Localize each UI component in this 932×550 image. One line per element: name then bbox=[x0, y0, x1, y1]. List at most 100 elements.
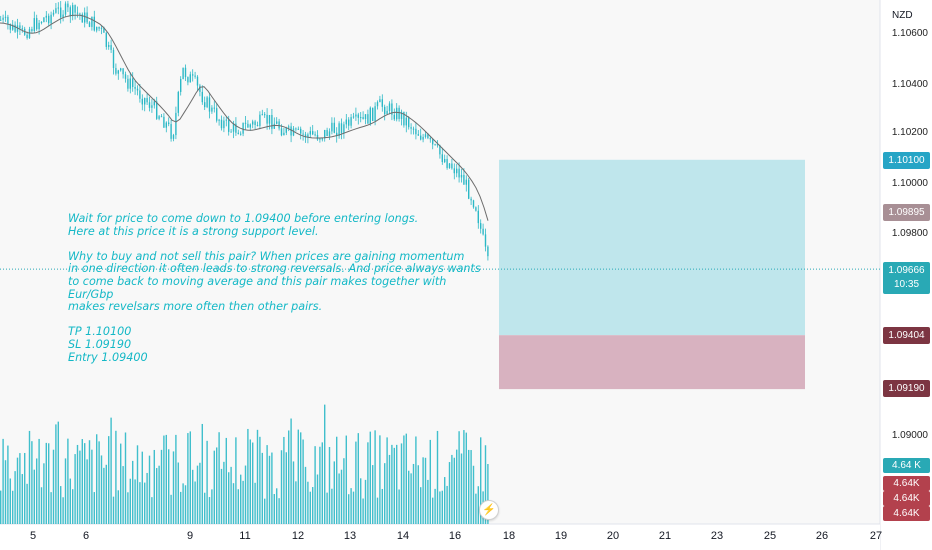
volume-bar bbox=[199, 462, 201, 524]
price-tick-label: 1.10000 bbox=[891, 178, 928, 189]
candle bbox=[76, 12, 79, 14]
volume-bar bbox=[110, 417, 112, 524]
volume-bar bbox=[439, 491, 441, 524]
volume-bar bbox=[424, 457, 427, 524]
volume-bar bbox=[415, 436, 417, 524]
volume-bar bbox=[446, 485, 448, 524]
candle bbox=[333, 122, 335, 133]
annotation-line: Wait for price to come down to 1.09400 b… bbox=[68, 212, 419, 225]
candle bbox=[295, 128, 297, 130]
price-tick-label: 1.10200 bbox=[891, 127, 928, 138]
candle bbox=[300, 128, 302, 134]
volume-bar bbox=[261, 452, 263, 524]
volume-bar bbox=[84, 443, 86, 524]
candle bbox=[141, 98, 143, 105]
candle bbox=[33, 18, 35, 31]
candle bbox=[204, 102, 206, 108]
price-badge-value: 1.09666 bbox=[888, 265, 925, 276]
candle bbox=[93, 16, 95, 31]
volume-bar bbox=[144, 482, 146, 524]
candle bbox=[348, 119, 350, 126]
volume-bar bbox=[326, 492, 328, 524]
candle bbox=[74, 5, 76, 13]
volume-bar bbox=[204, 492, 206, 524]
candle bbox=[487, 246, 489, 257]
candle bbox=[439, 145, 441, 155]
price-tick-label: 1.09800 bbox=[891, 228, 928, 239]
candle bbox=[422, 136, 424, 140]
volume-bar bbox=[254, 482, 256, 524]
volume-bar bbox=[350, 488, 352, 524]
annotation-line: Here at this price it is a strong suppor… bbox=[68, 224, 319, 238]
volume-bar bbox=[105, 464, 107, 524]
volume-bar bbox=[96, 434, 98, 524]
candle bbox=[410, 127, 412, 129]
date-tick-label: 21 bbox=[658, 530, 672, 542]
annotation-line: in one direction it often leads to stron… bbox=[68, 262, 481, 276]
candle bbox=[52, 12, 55, 15]
candle bbox=[184, 67, 187, 78]
candle bbox=[170, 124, 172, 139]
candle bbox=[352, 116, 355, 118]
volume-bar bbox=[139, 482, 141, 524]
candle bbox=[451, 163, 453, 169]
volume-bar bbox=[134, 479, 136, 524]
candle bbox=[84, 12, 86, 23]
candle bbox=[21, 28, 23, 30]
lightning-icon[interactable]: ⚡ bbox=[479, 500, 499, 520]
candle bbox=[460, 174, 463, 178]
candle bbox=[340, 123, 343, 134]
volume-bar bbox=[187, 433, 189, 524]
candle bbox=[244, 122, 247, 124]
candle bbox=[64, 3, 67, 15]
volume-bar bbox=[120, 443, 122, 524]
candle bbox=[136, 88, 139, 91]
volume-bar bbox=[57, 421, 59, 524]
date-tick-label: 23 bbox=[710, 530, 724, 542]
date-tick-label: 13 bbox=[343, 530, 357, 542]
candle bbox=[158, 116, 160, 119]
candle bbox=[105, 32, 107, 47]
volume-bar bbox=[448, 462, 451, 524]
candle bbox=[19, 25, 21, 29]
candle bbox=[403, 111, 405, 126]
volume-bar bbox=[141, 451, 143, 524]
candle bbox=[96, 26, 98, 31]
candle bbox=[144, 98, 146, 105]
candle bbox=[199, 85, 201, 92]
candle bbox=[456, 168, 458, 174]
volume-bar bbox=[242, 480, 244, 524]
candle bbox=[192, 74, 194, 76]
candle bbox=[292, 128, 295, 136]
volume-bar bbox=[338, 473, 340, 524]
volume-bar bbox=[127, 492, 129, 524]
volume-bar bbox=[388, 454, 391, 524]
candle bbox=[208, 97, 211, 112]
date-tick-label: 12 bbox=[291, 530, 305, 542]
candle bbox=[60, 7, 62, 18]
annotation-line: Why to buy and not sell this pair? When … bbox=[68, 249, 465, 263]
candle bbox=[480, 223, 482, 229]
volume-bar bbox=[312, 487, 314, 524]
volume-bar bbox=[208, 497, 211, 524]
candle bbox=[400, 111, 403, 119]
moving-average-line bbox=[0, 14, 489, 221]
volume-bar bbox=[345, 435, 347, 524]
candle bbox=[2, 17, 4, 20]
volume-bar bbox=[460, 453, 463, 524]
volume-bar bbox=[280, 450, 283, 524]
volume-bar bbox=[91, 449, 93, 524]
volume-bar bbox=[175, 434, 177, 524]
candle bbox=[360, 117, 362, 119]
candle bbox=[376, 102, 379, 107]
candle bbox=[48, 15, 50, 24]
volume-bar bbox=[72, 489, 74, 524]
volume-bar bbox=[376, 497, 379, 524]
volume-bar bbox=[244, 465, 247, 524]
candle bbox=[103, 27, 105, 33]
volume-bar bbox=[240, 474, 242, 524]
volume-bar bbox=[177, 462, 179, 524]
candle bbox=[172, 135, 175, 139]
